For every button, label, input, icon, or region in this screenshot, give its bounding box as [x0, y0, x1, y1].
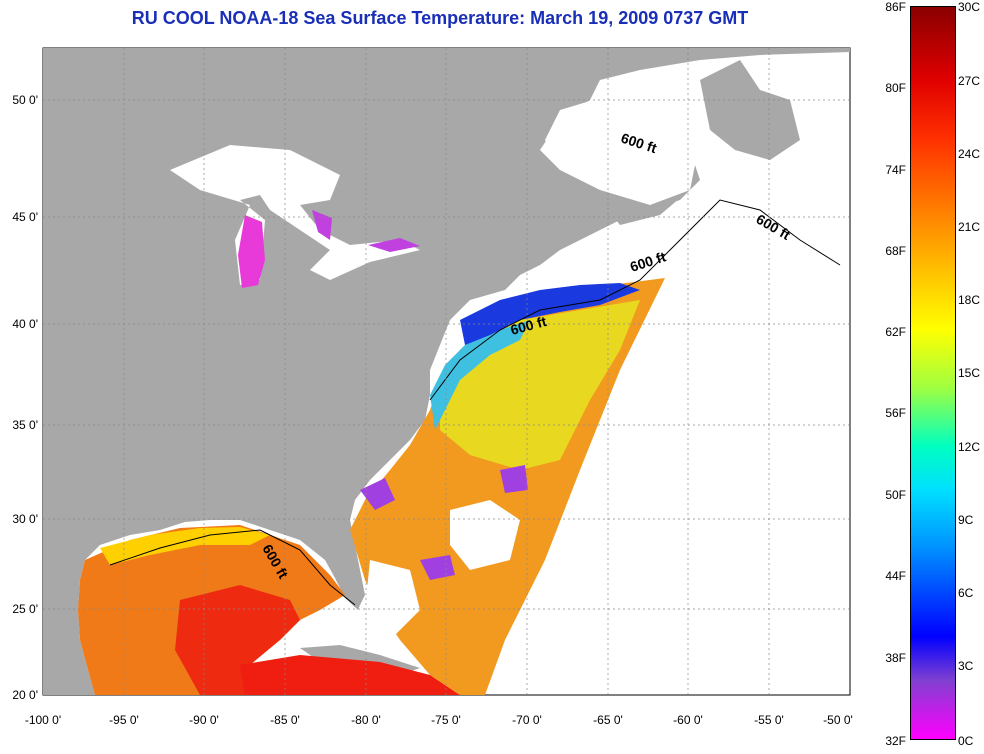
great-lakes	[170, 145, 420, 285]
lat-tick: 30 0'	[12, 512, 38, 526]
sst-map: 600 ft 600 ft 600 ft 600 ft 600 ft -100 …	[12, 47, 853, 727]
colorbar-f-label: 80F	[885, 81, 906, 95]
lake-erie-sst	[368, 238, 420, 252]
colorbar-f-label: 38F	[885, 651, 906, 665]
colorbar-f-label: 50F	[885, 488, 906, 502]
lon-tick: -80 0'	[351, 713, 381, 727]
colorbar-c-label: 6C	[958, 586, 974, 600]
colorbar-f-label: 62F	[885, 325, 906, 339]
contour-600ft-gulf	[109, 529, 356, 606]
sst-gulfstream-cool	[430, 320, 530, 430]
map-title: RU COOL NOAA-18 Sea Surface Temperature:…	[131, 8, 749, 28]
colorbar-f-label: 56F	[885, 406, 906, 420]
lat-tick: 25 0'	[12, 602, 38, 616]
land-florida	[300, 535, 362, 610]
lon-tick: -65 0'	[593, 713, 623, 727]
lon-tick: -95 0'	[109, 713, 139, 727]
longitude-axis: -100 0' -95 0' -90 0' -85 0' -80 0' -75 …	[25, 713, 853, 727]
land-newfoundland	[700, 60, 800, 160]
colorbar-c-label: 3C	[958, 659, 974, 673]
sst-gulf-warm-core	[175, 585, 300, 695]
lake-huron-sst	[312, 210, 332, 240]
colorbar-c-label: 30C	[958, 0, 981, 14]
sst-clouds-1	[450, 500, 520, 570]
colorbar-c-label: 27C	[958, 74, 981, 88]
sst-purple-patches	[360, 465, 528, 580]
temperature-colorbar	[910, 6, 956, 740]
sst-caribbean	[240, 655, 460, 695]
contour-600ft-atlantic	[429, 199, 841, 401]
colorbar-c-label: 9C	[958, 513, 974, 527]
colorbar-c-label: 24C	[958, 147, 981, 161]
lon-tick: -100 0'	[25, 713, 61, 727]
colorbar-f-label: 86F	[885, 0, 906, 14]
gulf-st-lawrence	[545, 95, 700, 205]
lon-tick: -90 0'	[189, 713, 219, 727]
lon-tick: -70 0'	[512, 713, 542, 727]
colorbar-f-label: 74F	[885, 163, 906, 177]
colorbar-c-label: 21C	[958, 220, 981, 234]
sst-shelf-cold	[460, 283, 640, 345]
colorbar-c-label: 18C	[958, 293, 981, 307]
latitude-axis: 50 0' 45 0' 40 0' 35 0' 30 0' 25 0' 20 0…	[12, 93, 38, 702]
lat-tick: 35 0'	[12, 418, 38, 432]
lon-tick: -55 0'	[754, 713, 784, 727]
lon-tick: -50 0'	[823, 713, 853, 727]
lat-tick: 45 0'	[12, 210, 38, 224]
colorbar-f-label: 44F	[885, 569, 906, 583]
lon-tick: -60 0'	[673, 713, 703, 727]
colorbar-c-label: 15C	[958, 366, 981, 380]
lake-michigan-sst	[238, 215, 265, 288]
lon-tick: -75 0'	[431, 713, 461, 727]
sst-gulf-coast-yellow	[100, 527, 270, 565]
lat-tick: 20 0'	[12, 688, 38, 702]
colorbar-f-label: 68F	[885, 244, 906, 258]
colorbar-f-label: 32F	[885, 734, 906, 748]
lat-tick: 40 0'	[12, 317, 38, 331]
lon-tick: -85 0'	[270, 713, 300, 727]
colorbar-c-label: 12C	[958, 440, 981, 454]
colorbar-c-label: 0C	[958, 734, 974, 748]
sst-clouds-2	[365, 560, 420, 640]
lat-tick: 50 0'	[12, 93, 38, 107]
